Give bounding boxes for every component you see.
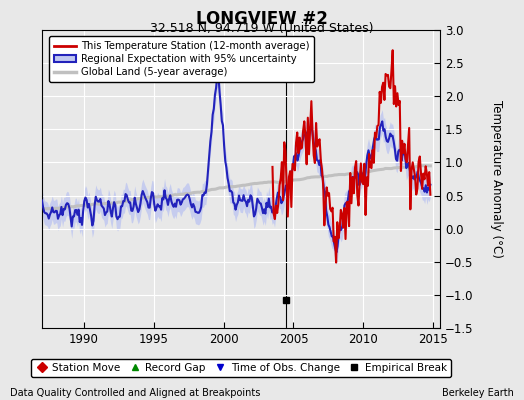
Y-axis label: Temperature Anomaly (°C): Temperature Anomaly (°C): [490, 100, 503, 258]
Text: LONGVIEW #2: LONGVIEW #2: [196, 10, 328, 28]
Legend: Station Move, Record Gap, Time of Obs. Change, Empirical Break: Station Move, Record Gap, Time of Obs. C…: [31, 358, 451, 377]
Text: 32.518 N, 94.719 W (United States): 32.518 N, 94.719 W (United States): [150, 22, 374, 35]
Text: Berkeley Earth: Berkeley Earth: [442, 388, 514, 398]
Text: Data Quality Controlled and Aligned at Breakpoints: Data Quality Controlled and Aligned at B…: [10, 388, 261, 398]
